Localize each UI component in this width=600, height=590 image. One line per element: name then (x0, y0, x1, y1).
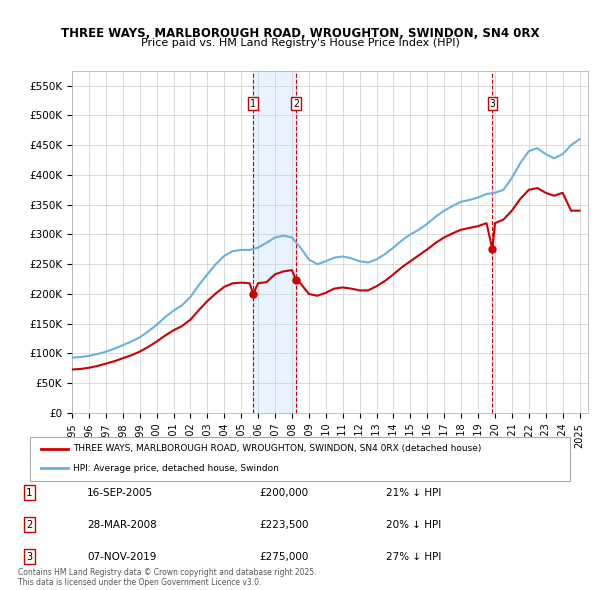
Text: 16-SEP-2005: 16-SEP-2005 (87, 487, 153, 497)
Bar (296, 71, 493, 413)
Text: 21% ↓ HPI: 21% ↓ HPI (386, 487, 442, 497)
Text: 1: 1 (250, 99, 256, 109)
Text: 20% ↓ HPI: 20% ↓ HPI (386, 520, 442, 530)
Text: THREE WAYS, MARLBOROUGH ROAD, WROUGHTON, SWINDON, SN4 0RX: THREE WAYS, MARLBOROUGH ROAD, WROUGHTON,… (61, 27, 539, 40)
Text: Price paid vs. HM Land Registry's House Price Index (HPI): Price paid vs. HM Land Registry's House … (140, 38, 460, 48)
Text: 28-MAR-2008: 28-MAR-2008 (87, 520, 157, 530)
Text: £275,000: £275,000 (260, 552, 309, 562)
Bar (253, 71, 296, 413)
Text: £223,500: £223,500 (260, 520, 309, 530)
Text: HPI: Average price, detached house, Swindon: HPI: Average price, detached house, Swin… (73, 464, 279, 473)
FancyBboxPatch shape (30, 437, 570, 481)
Text: 3: 3 (26, 552, 32, 562)
Text: THREE WAYS, MARLBOROUGH ROAD, WROUGHTON, SWINDON, SN4 0RX (detached house): THREE WAYS, MARLBOROUGH ROAD, WROUGHTON,… (73, 444, 482, 454)
Text: 07-NOV-2019: 07-NOV-2019 (87, 552, 156, 562)
Text: 27% ↓ HPI: 27% ↓ HPI (386, 552, 442, 562)
Text: Contains HM Land Registry data © Crown copyright and database right 2025.
This d: Contains HM Land Registry data © Crown c… (18, 568, 317, 587)
Text: £200,000: £200,000 (260, 487, 309, 497)
Text: 3: 3 (490, 99, 496, 109)
Text: 2: 2 (26, 520, 32, 530)
Text: 2: 2 (293, 99, 299, 109)
Text: 1: 1 (26, 487, 32, 497)
